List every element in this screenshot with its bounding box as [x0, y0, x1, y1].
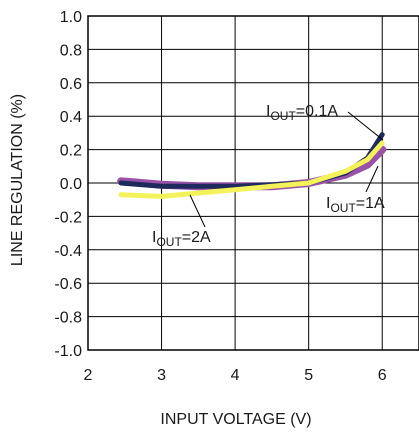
y-tick-label-10: -1.0	[54, 343, 82, 360]
label-iout-0-1a: IOUT=0.1A	[266, 103, 338, 123]
y-tick-label-8: -0.6	[54, 276, 82, 293]
y-tick-label-6: -0.2	[54, 209, 82, 226]
x-tick-label-4: 6	[378, 367, 387, 384]
leader-iout-0-1a	[347, 111, 384, 141]
y-tick-label-4: 0.2	[60, 143, 82, 160]
label-iout-2a-main: I	[152, 229, 156, 246]
y-tick-label-7: -0.4	[54, 243, 82, 260]
leader-iout-1a	[365, 165, 379, 193]
label-iout-1a-main: I	[326, 195, 330, 212]
series-line--1a	[117, 145, 387, 191]
y-tick-label-2: 0.6	[60, 76, 82, 93]
x-tick-label-2: 4	[231, 367, 240, 384]
y-tick-label-1: 0.8	[60, 42, 82, 59]
label-iout-1a-rest: =1A	[356, 195, 385, 212]
y-tick-labels: 1.0 0.8 0.6 0.4 0.2 0.0 -0.2 -0.4 -0.6 -0.8 -1.0	[54, 9, 82, 360]
x-tick-label-0: 2	[84, 367, 93, 384]
plot-frame	[87, 15, 419, 351]
y-tick-label-9: -0.8	[54, 310, 82, 327]
label-iout-1a: IOUT=1A	[326, 195, 385, 215]
label-iout-1a-sub: OUT	[330, 201, 356, 215]
y-tick-label-0: 1.0	[60, 9, 82, 26]
series-line--2a	[118, 140, 385, 199]
label-iout-0-1a-sub: OUT	[270, 109, 296, 123]
y-tick-label-3: 0.4	[60, 109, 82, 126]
x-axis-title: INPUT VOLTAGE (V)	[160, 411, 311, 428]
label-iout-2a-rest: =2A	[182, 229, 211, 246]
label-iout-2a: IOUT=2A	[152, 229, 211, 249]
y-tick-label-5: 0.0	[60, 176, 82, 193]
y-axis-title: LINE REGULATION (%)	[9, 94, 26, 266]
leader-iout-2a	[189, 194, 206, 228]
x-tick-labels: 2 3 4 5 6	[84, 367, 387, 384]
label-iout-0-1a-main: I	[266, 103, 270, 120]
x-tick-label-3: 5	[304, 367, 313, 384]
x-tick-label-1: 3	[157, 367, 166, 384]
series-layer	[117, 132, 387, 199]
label-iout-2a-sub: OUT	[156, 235, 182, 249]
label-iout-0-1a-rest: =0.1A	[296, 103, 339, 120]
